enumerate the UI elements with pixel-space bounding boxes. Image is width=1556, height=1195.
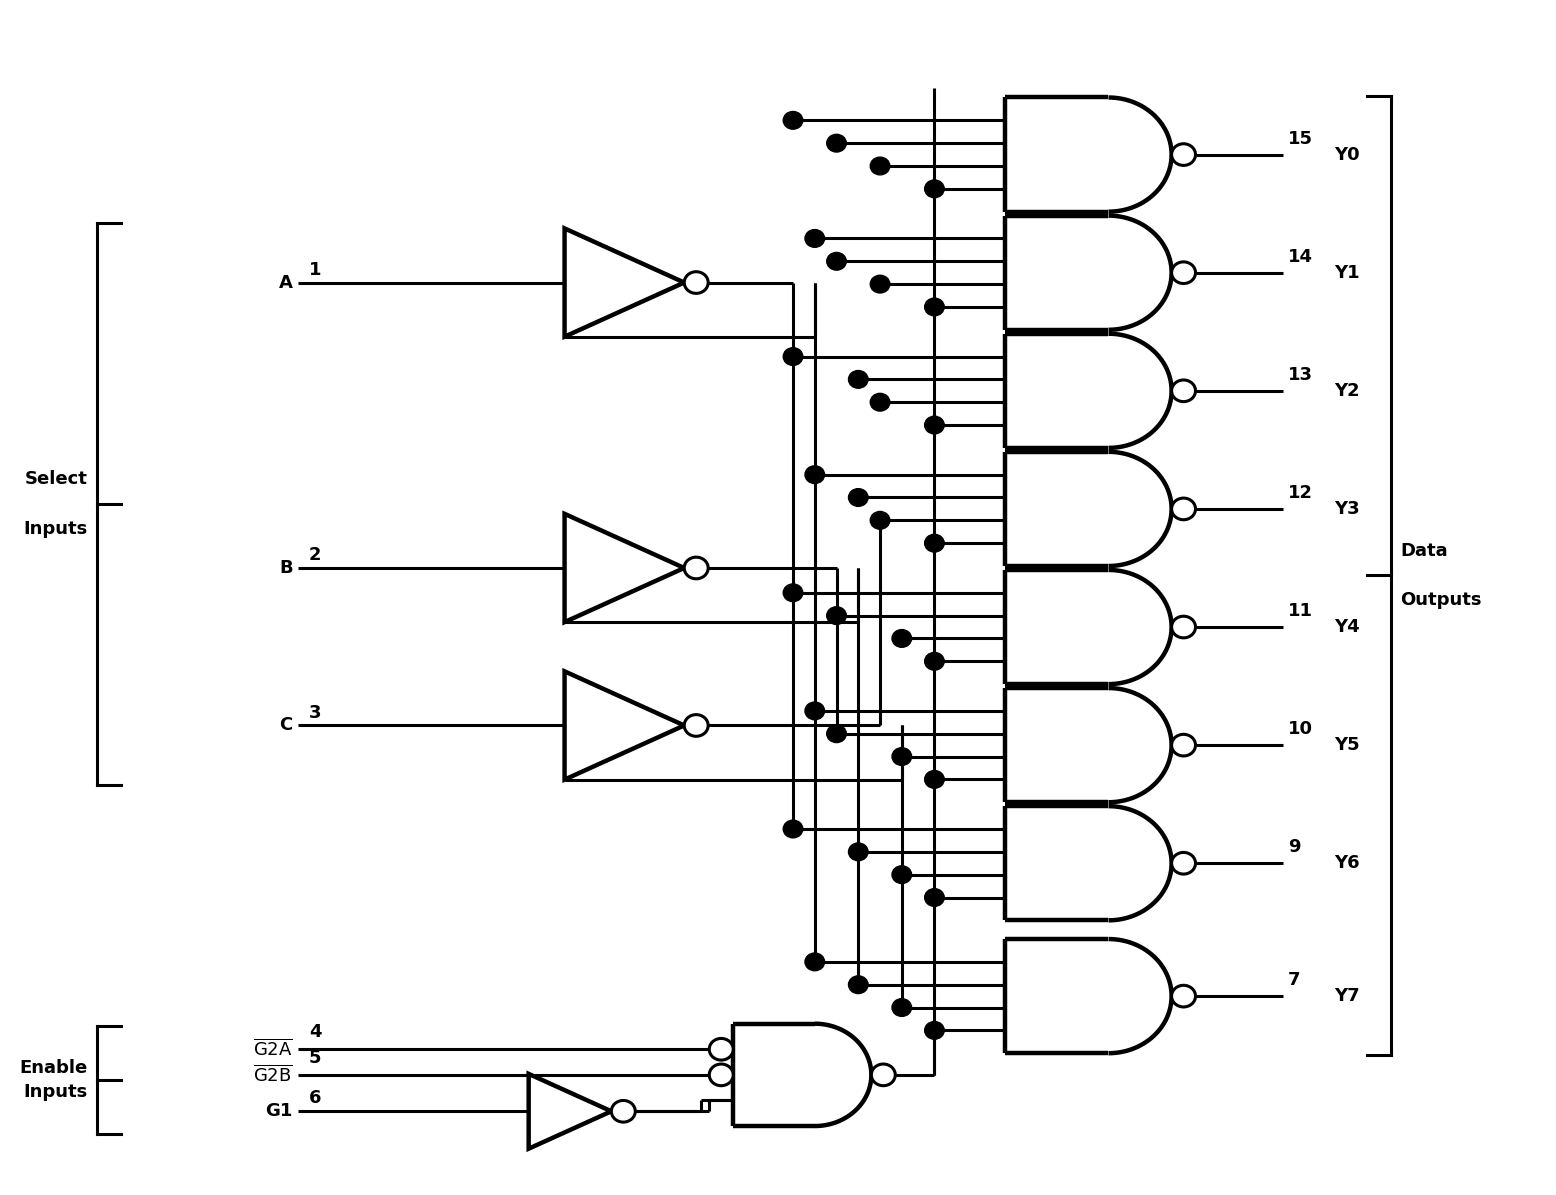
Circle shape [783,111,803,129]
Text: 6: 6 [310,1090,322,1108]
Circle shape [924,1022,944,1040]
Text: 11: 11 [1288,602,1313,620]
Circle shape [848,842,868,860]
Circle shape [1172,143,1195,165]
Text: 7: 7 [1288,972,1301,989]
Text: $\overline{\rm G2A}$: $\overline{\rm G2A}$ [254,1038,293,1060]
Text: G1: G1 [265,1102,293,1120]
Circle shape [710,1038,733,1060]
Text: 3: 3 [310,704,322,722]
Circle shape [1172,617,1195,638]
Circle shape [1172,262,1195,283]
Circle shape [783,584,803,601]
Circle shape [924,180,944,197]
Circle shape [1172,498,1195,520]
Circle shape [1172,734,1195,756]
Text: 15: 15 [1288,130,1313,148]
Text: 14: 14 [1288,247,1313,265]
Circle shape [1172,986,1195,1007]
Circle shape [870,393,890,411]
Text: Inputs: Inputs [23,1083,89,1101]
Circle shape [871,1064,895,1086]
Circle shape [848,976,868,993]
Text: $\overline{\rm G2B}$: $\overline{\rm G2B}$ [254,1065,293,1085]
Circle shape [924,416,944,434]
Text: Y2: Y2 [1333,382,1360,400]
Circle shape [924,652,944,670]
Text: Y0: Y0 [1333,146,1360,164]
Circle shape [848,489,868,507]
Circle shape [685,715,708,736]
Text: Enable: Enable [20,1059,89,1077]
Text: 4: 4 [310,1023,322,1041]
Text: Y4: Y4 [1333,618,1360,636]
Circle shape [804,466,825,484]
Circle shape [848,370,868,388]
Circle shape [1172,852,1195,874]
Text: Y1: Y1 [1333,264,1360,282]
Circle shape [804,954,825,970]
Text: 13: 13 [1288,366,1313,384]
Text: 2: 2 [310,546,322,564]
Text: B: B [279,559,293,577]
Text: A: A [279,274,293,292]
Circle shape [870,275,890,293]
Circle shape [804,229,825,247]
Circle shape [924,298,944,315]
Circle shape [826,252,846,270]
Circle shape [826,134,846,152]
Text: Y5: Y5 [1333,736,1360,754]
Circle shape [870,511,890,529]
Text: 10: 10 [1288,721,1313,739]
Circle shape [924,889,944,906]
Circle shape [870,157,890,174]
Circle shape [685,557,708,578]
Circle shape [924,534,944,552]
Text: 9: 9 [1288,839,1301,857]
Circle shape [892,999,912,1017]
Text: Inputs: Inputs [23,520,89,538]
Circle shape [892,630,912,648]
Text: Y3: Y3 [1333,500,1360,517]
Text: Data: Data [1400,541,1447,559]
Circle shape [826,725,846,742]
Text: C: C [280,717,293,735]
Circle shape [826,607,846,625]
Circle shape [685,271,708,293]
Circle shape [783,820,803,838]
Circle shape [804,701,825,719]
Text: Select: Select [25,471,89,489]
Text: Y6: Y6 [1333,854,1360,872]
Text: Outputs: Outputs [1400,592,1481,609]
Circle shape [783,348,803,366]
Circle shape [1172,380,1195,402]
Text: 1: 1 [310,261,322,278]
Text: 12: 12 [1288,484,1313,502]
Text: Y7: Y7 [1333,987,1360,1005]
Circle shape [924,771,944,789]
Circle shape [710,1064,733,1086]
Circle shape [612,1101,635,1122]
Circle shape [892,748,912,766]
Text: 5: 5 [310,1049,322,1067]
Circle shape [892,866,912,883]
